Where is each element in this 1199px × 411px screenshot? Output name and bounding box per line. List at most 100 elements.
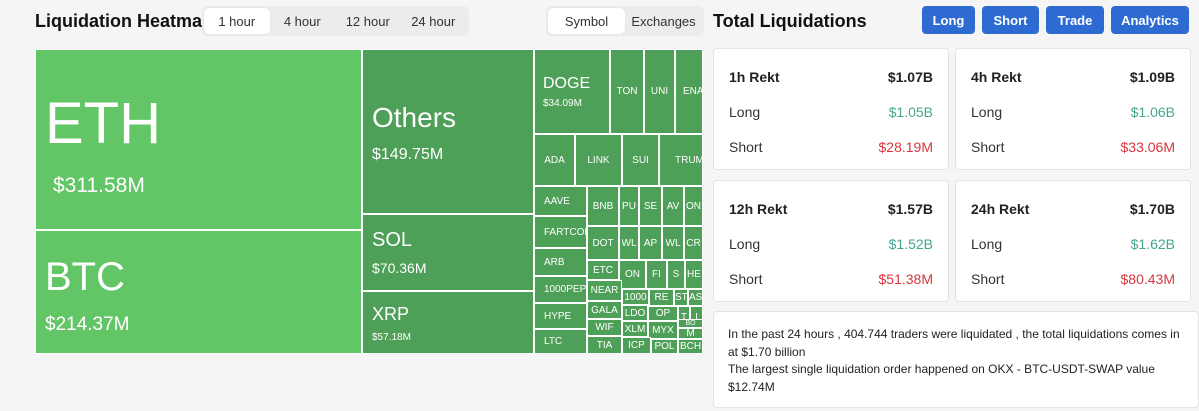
tile-he-name: HE (687, 269, 701, 280)
tile-he[interactable]: HE (685, 260, 703, 289)
tile-gala[interactable]: GALA (587, 301, 622, 319)
tile-ena[interactable]: ENA (675, 49, 703, 134)
tab-4-hour[interactable]: 4 hour (283, 13, 321, 29)
tile-wif[interactable]: WIF (587, 319, 622, 336)
tile-ap-name: AP (643, 237, 658, 249)
tile-cr-name: CR (686, 237, 701, 249)
tile-pu-name: PU (622, 200, 636, 212)
tile-uni-name: UNI (650, 86, 669, 97)
analytics-button[interactable]: Analytics (1111, 6, 1189, 34)
tile-tia[interactable]: TIA (587, 336, 622, 354)
tab-symbol[interactable]: Symbol (548, 8, 625, 34)
tile-st[interactable]: ST (674, 289, 688, 306)
tile-ldo-name: LDO (624, 307, 646, 319)
tile-eth-value: $311.58M (53, 174, 145, 197)
liquidation-summary: In the past 24 hours , 404.744 traders w… (713, 311, 1199, 408)
tile-ada[interactable]: ADA (534, 134, 575, 186)
tile-others[interactable]: Others $149.75M (362, 49, 534, 214)
tile-bnb[interactable]: BNB (587, 186, 619, 226)
tile-icp[interactable]: ICP (622, 337, 651, 354)
tile-eth-name: ETH (45, 91, 161, 156)
tile-sol[interactable]: SOL $70.36M (362, 214, 534, 291)
tile-wl-2[interactable]: WL (662, 226, 684, 260)
tile-on-2[interactable]: ON (619, 260, 646, 289)
long-button[interactable]: Long (922, 6, 975, 34)
tile-doge[interactable]: DOGE $34.09M (534, 49, 610, 134)
tile-1000-name: 1000 (624, 291, 647, 303)
heatmap-panel: Liquidation Heatmap 1 hour 4 hour 12 hou… (35, 6, 704, 354)
tile-s[interactable]: S (667, 260, 685, 289)
tile-op[interactable]: OP (648, 306, 678, 321)
tile-link[interactable]: LINK (575, 134, 622, 186)
tile-etc[interactable]: ETC (587, 260, 619, 280)
tab-24-hour[interactable]: 24 hour (411, 13, 456, 29)
tile-myx[interactable]: MYX (648, 321, 678, 339)
tile-ap[interactable]: AP (639, 226, 662, 260)
tile-1000[interactable]: 1000 (622, 289, 649, 305)
tile-fartcoin-name: FARTCOIN (544, 226, 586, 238)
tile-arb[interactable]: ARB (534, 248, 587, 276)
tile-sui[interactable]: SUI (622, 134, 659, 186)
tile-ldo[interactable]: LDO (622, 305, 648, 321)
rekt-card-12h-long-label: Long (729, 236, 761, 252)
tile-wl[interactable]: WL (619, 226, 639, 260)
tile-uni[interactable]: UNI (644, 49, 675, 134)
tile-ton-name: TON (616, 86, 638, 97)
tile-pol[interactable]: POL (651, 339, 678, 354)
tile-near[interactable]: NEAR (587, 280, 622, 301)
tile-as[interactable]: AS (688, 289, 703, 306)
tile-hype[interactable]: HYPE (534, 303, 587, 329)
tile-xlm[interactable]: XLM (622, 321, 648, 337)
tile-1000pepe[interactable]: 1000PEPE (534, 276, 587, 303)
rekt-card-12h-period: 12h Rekt (729, 201, 788, 217)
tile-se[interactable]: SE (639, 186, 662, 226)
tab-exchanges[interactable]: Exchanges (631, 13, 696, 29)
tile-gala-name: GALA (591, 304, 618, 316)
rekt-card-1h-period: 1h Rekt (729, 69, 780, 85)
tile-dot[interactable]: DOT (587, 226, 619, 260)
rekt-card-24h-short: $80.43M (1120, 271, 1175, 287)
rekt-card-12h-short-label: Short (729, 271, 763, 287)
tile-on[interactable]: ON (684, 186, 703, 226)
tile-trump[interactable]: TRUMP (659, 134, 703, 186)
rekt-card-1h-long: $1.05B (888, 104, 933, 120)
tile-ltc[interactable]: LTC (534, 329, 587, 354)
rekt-card-24h-long: $1.62B (1130, 236, 1175, 252)
rekt-card-24h-period: 24h Rekt (971, 201, 1030, 217)
trade-button[interactable]: Trade (1046, 6, 1104, 34)
tile-bch[interactable]: BCH (678, 339, 703, 354)
tile-re-name: RE (654, 292, 669, 303)
tile-m[interactable]: M (678, 328, 703, 339)
tile-near-name: NEAR (590, 285, 619, 296)
tile-xrp[interactable]: XRP $57.18M (362, 291, 534, 354)
tile-eth[interactable]: ETH $311.58M (35, 49, 362, 230)
tile-sui-name: SUI (632, 154, 649, 166)
liquidation-treemap: ETH $311.58M BTC $214.37M Others $149.75… (35, 49, 703, 354)
rekt-card-4h-long-label: Long (971, 104, 1003, 120)
tile-av[interactable]: AV (662, 186, 684, 226)
tile-re[interactable]: RE (649, 289, 674, 306)
tile-bo[interactable]: BO (678, 319, 703, 328)
tile-1000pepe-name: 1000PEPE (544, 284, 586, 295)
tile-btc-name: BTC (45, 255, 125, 299)
tile-m-name: M (686, 328, 695, 339)
tile-fartcoin[interactable]: FARTCOIN (534, 216, 587, 248)
tab-12-hour[interactable]: 12 hour (345, 13, 390, 29)
tile-sol-value: $70.36M (372, 260, 427, 276)
tile-fi[interactable]: FI (646, 260, 667, 289)
tile-others-value: $149.75M (372, 146, 444, 163)
tile-ada-name: ADA (544, 154, 565, 166)
tile-btc[interactable]: BTC $214.37M (35, 230, 362, 354)
tile-ton[interactable]: TON (610, 49, 644, 134)
totals-panel: Total Liquidations Long Short Trade Anal… (706, 0, 1199, 411)
rekt-card-1h-total: $1.07B (887, 69, 933, 85)
tile-aave[interactable]: AAVE (534, 186, 587, 216)
tile-pu[interactable]: PU (619, 186, 639, 226)
tab-1-hour[interactable]: 1 hour (204, 8, 270, 34)
tile-myx-name: MYX (652, 324, 674, 336)
tile-cr[interactable]: CR (684, 226, 703, 260)
rekt-card-1h: 1h Rekt $1.07B Long $1.05B Short $28.19M (713, 48, 949, 170)
tile-as-name: AS (689, 292, 702, 303)
short-button[interactable]: Short (982, 6, 1039, 34)
rekt-card-4h-total: $1.09B (1129, 69, 1175, 85)
